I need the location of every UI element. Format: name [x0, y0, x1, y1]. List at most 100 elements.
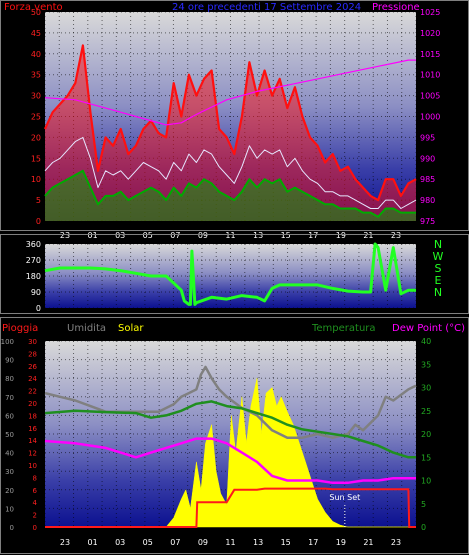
y-right-tick-label: 1010: [420, 71, 440, 80]
x-tick-label: 07: [170, 231, 180, 240]
compass-letter: N: [434, 286, 442, 299]
y-right-tick-label: 975: [420, 217, 435, 226]
wind-pressure-panel: 0510152025303540455097598098599099510001…: [0, 0, 469, 240]
humidity-tick-label: 80: [5, 375, 14, 383]
x-tick-label: 07: [170, 538, 180, 547]
x-tick-label: 03: [115, 231, 125, 240]
x-tick-label: 05: [143, 538, 153, 547]
humidity-tick-label: 50: [5, 431, 14, 439]
y-tick-label: 360: [26, 240, 41, 249]
y-right-tick-label: 1020: [420, 29, 440, 38]
wind-mid-line: [44, 136, 417, 209]
direction-axes: 0 90 180 270 360: [26, 240, 41, 313]
rain-tick-label: 24: [28, 375, 37, 383]
y-tick-label: 45: [31, 29, 41, 38]
temperature-label: Temperatura: [311, 323, 376, 334]
compass-letter: W: [433, 250, 444, 263]
x-tick-label: 01: [87, 538, 97, 547]
x-tick-label: 23: [391, 538, 401, 547]
temperature-tick-label: 40: [421, 337, 431, 346]
temperature-tick-label: 15: [421, 453, 431, 462]
temperature-tick-label: 10: [421, 477, 431, 486]
x-tick-label: 19: [336, 231, 346, 240]
humidity-label: Umidita: [67, 323, 106, 334]
solar-area: [45, 378, 416, 528]
y-tick-label: 20: [31, 133, 41, 142]
x-tick-label: 05: [143, 231, 153, 240]
temperature-tick-label: 35: [421, 360, 431, 369]
x-tick-label: 15: [281, 231, 291, 240]
y-tick-label: 5: [36, 196, 41, 205]
y-tick-label: 15: [31, 154, 41, 163]
temperature-tick-label: 0: [421, 523, 426, 532]
wind-gust-fill: [45, 45, 416, 222]
x-tick-label: 03: [115, 538, 125, 547]
atmosphere-axes: 0102030405060708090100024681012141618202…: [1, 337, 432, 547]
wind-gust-line: [43, 44, 417, 202]
y-tick-label: 180: [26, 272, 41, 281]
rain-tick-label: 2: [33, 512, 37, 520]
solar-label: Solar: [118, 323, 144, 334]
compass-letter: S: [435, 262, 442, 275]
y-tick-label: 30: [31, 92, 41, 101]
rain-tick-label: 14: [28, 437, 37, 445]
atmosphere-panel: Sun Set 01020304050607080901000246810121…: [0, 317, 469, 554]
y-tick-label: 0: [36, 304, 41, 313]
compass-letter: E: [435, 274, 442, 287]
rain-tick-label: 4: [33, 499, 38, 507]
humidity-tick-label: 20: [5, 487, 14, 495]
y-tick-label: 90: [31, 288, 41, 297]
humidity-tick-label: 0: [10, 524, 14, 532]
x-tick-label: 17: [308, 538, 318, 547]
rain-tick-label: 18: [28, 412, 37, 420]
rain-tick-label: 16: [28, 425, 37, 433]
temperature-line: [44, 400, 416, 459]
chart-title: 24 ore precedenti 17 Settembre 2024: [172, 2, 361, 13]
y-tick-label: 270: [26, 256, 41, 265]
dewpoint-line: [44, 437, 416, 485]
x-tick-label: 23: [391, 231, 401, 240]
x-tick-label: 17: [308, 231, 318, 240]
y-right-tick-label: 985: [420, 175, 435, 184]
x-tick-label: 11: [225, 231, 235, 240]
y-right-tick-label: 1025: [420, 8, 440, 17]
wind-series: [43, 44, 417, 222]
y-right-tick-label: 995: [420, 133, 435, 142]
y-right-tick-label: 1000: [420, 113, 440, 122]
x-tick-label: 09: [198, 538, 208, 547]
temperature-tick-label: 25: [421, 407, 431, 416]
temperature-tick-label: 30: [421, 384, 431, 393]
y-right-tick-label: 1005: [420, 92, 440, 101]
wind-average-line: [44, 169, 416, 218]
y-right-tick-label: 1015: [420, 50, 440, 59]
y-tick-label: 35: [31, 71, 41, 80]
rain-line: [45, 487, 416, 528]
humidity-tick-label: 90: [5, 357, 14, 365]
y-tick-label: 50: [31, 8, 41, 17]
temperature-tick-label: 20: [421, 430, 431, 439]
rain-tick-label: 10: [28, 462, 37, 470]
x-tick-label: 13: [253, 538, 263, 547]
rain-tick-label: 20: [28, 400, 37, 408]
x-tick-label: 23: [60, 538, 70, 547]
pressure-line: [44, 59, 416, 126]
rain-tick-label: 28: [28, 350, 37, 358]
x-tick-label: 21: [363, 231, 373, 240]
rain-tick-label: 22: [28, 388, 37, 396]
rain-tick-label: 30: [28, 338, 37, 346]
direction-series: [44, 242, 416, 306]
x-tick-label: 13: [253, 231, 263, 240]
x-tick-label: 09: [198, 231, 208, 240]
rain-tick-label: 26: [28, 363, 37, 371]
y-tick-label: 25: [31, 113, 41, 122]
y-tick-label: 40: [31, 50, 41, 59]
wind-average-fill: [45, 170, 416, 221]
rain-label: Pioggia: [2, 323, 38, 334]
y-right-tick-label: 990: [420, 154, 435, 163]
rain-tick-label: 8: [33, 474, 37, 482]
atmosphere-series: Sun Set: [44, 365, 417, 528]
x-tick-label: 21: [363, 538, 373, 547]
humidity-tick-label: 10: [5, 505, 14, 513]
